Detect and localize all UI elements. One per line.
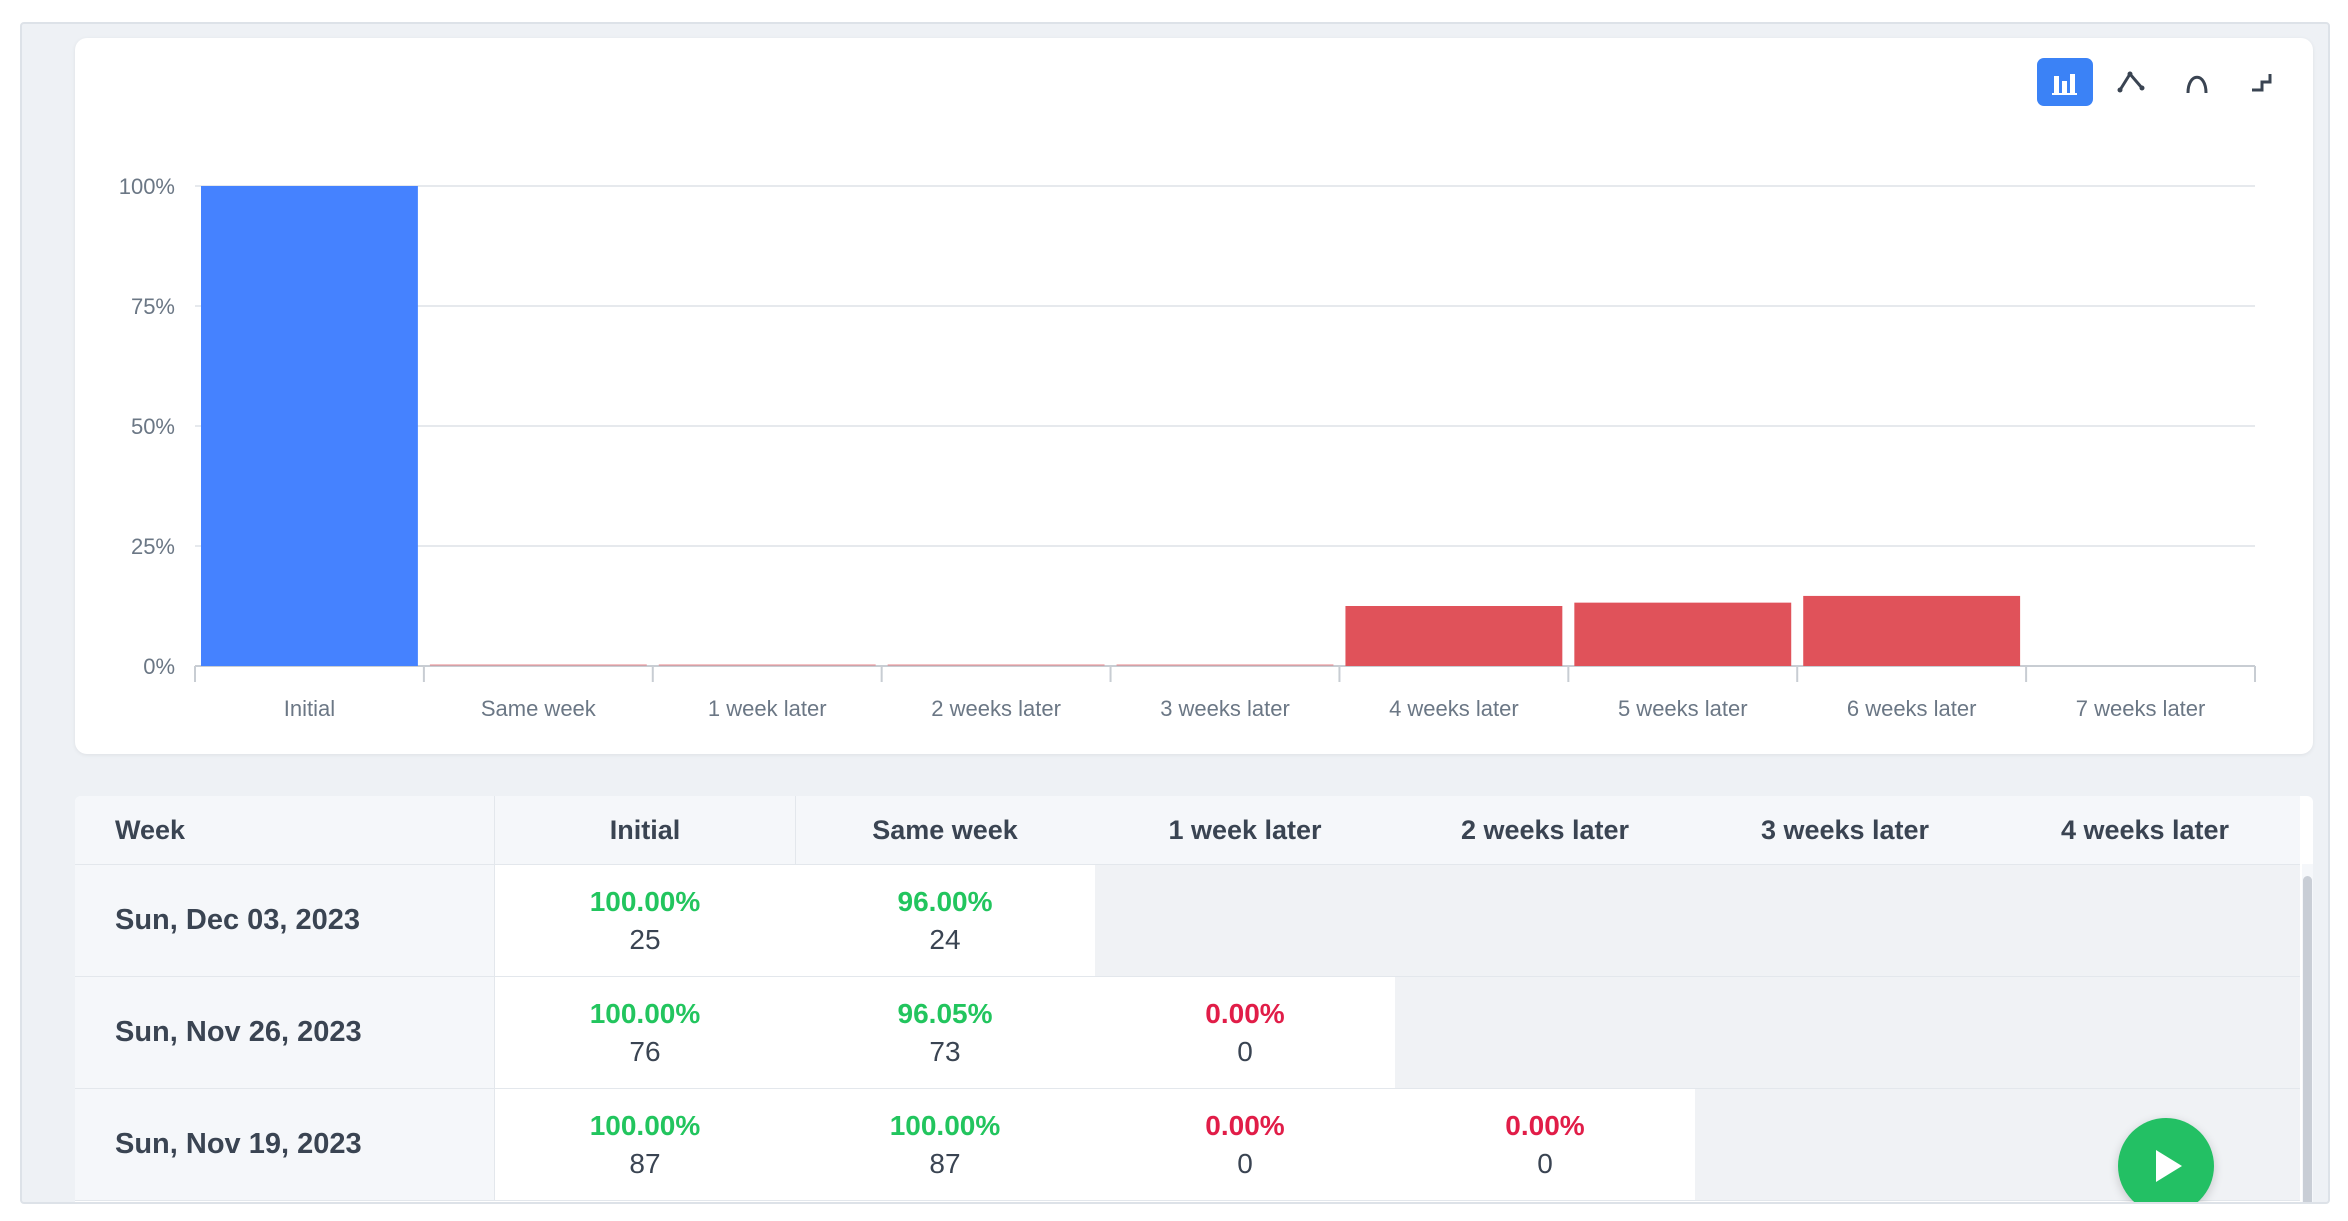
column-header-1-week-later: 1 week later: [1168, 814, 1322, 845]
y-tick-label: 25%: [131, 534, 175, 559]
retention-percentage: 0.00%: [1205, 997, 1285, 1029]
retention-cell[interactable]: 100.00% 25: [495, 865, 796, 976]
x-tick-label: 1 week later: [708, 696, 827, 721]
curve-chart-icon: [2186, 75, 2208, 94]
retention-cell[interactable]: 96.05% 73: [795, 977, 1095, 1088]
retention-count: 87: [629, 1147, 661, 1179]
x-tick-label: 5 weeks later: [1618, 696, 1748, 721]
column-header-week: Week: [75, 796, 495, 864]
x-tick-label: 4 weeks later: [1389, 696, 1519, 721]
retention-count: 0: [1237, 1147, 1253, 1179]
column-header-3-weeks-later: 3 weeks later: [1760, 814, 1930, 845]
retention-percentage: 96.05%: [897, 997, 993, 1029]
column-header-4-weeks-later: 4 weeks later: [2060, 814, 2230, 845]
bar: [201, 186, 418, 666]
retention-percentage: 100.00%: [889, 1109, 1001, 1141]
y-tick-label: 0%: [143, 654, 175, 679]
table-row: Sun, Nov 19, 2023 100.00% 87 100.00% 87 …: [75, 1089, 2300, 1201]
week-date: Sun, Dec 03, 2023: [115, 904, 361, 936]
retention-percentage: 96.00%: [897, 885, 993, 917]
line-chart-icon: [2117, 71, 2145, 93]
curve-chart-toggle[interactable]: [2169, 58, 2225, 106]
bar: [1803, 595, 2021, 666]
play-icon: [2156, 1150, 2182, 1182]
bar-chart-icon: [2052, 74, 2077, 95]
y-tick-label: 100%: [119, 174, 175, 199]
retention-percentage: 0.00%: [1205, 1109, 1285, 1141]
retention-cell[interactable]: 100.00% 76: [495, 977, 796, 1088]
retention-cell[interactable]: 0.00% 0: [1395, 1089, 1695, 1200]
step-chart-toggle[interactable]: [2235, 58, 2291, 106]
retention-percentage: 0.00%: [1505, 1109, 1585, 1141]
retention-cell[interactable]: 100.00% 87: [495, 1089, 796, 1200]
retention-count: 0: [1237, 1035, 1253, 1067]
x-tick-label: 3 weeks later: [1160, 696, 1290, 721]
row-week-cell: Sun, Dec 03, 2023: [75, 865, 495, 976]
table-scrollbar-thumb[interactable]: [2303, 876, 2312, 1202]
retention-cell[interactable]: 100.00% 87: [795, 1089, 1095, 1200]
row-week-cell: Sun, Nov 19, 2023: [75, 1089, 495, 1200]
retention-count: 25: [629, 923, 661, 955]
bar: [1345, 606, 1563, 666]
retention-chart-card: 0% 25% 50% 75% 100% Initial Same week 1 week la…: [75, 38, 2313, 754]
table-row: Sun, Nov 26, 2023 100.00% 76 96.05% 73 0…: [75, 977, 2300, 1089]
week-date: Sun, Nov 26, 2023: [115, 1016, 362, 1048]
retention-cell[interactable]: 96.00% 24: [795, 865, 1095, 976]
retention-cell[interactable]: 0.00% 0: [1095, 977, 1395, 1088]
chart-type-toggle: [2037, 58, 2291, 106]
y-tick-label: 75%: [131, 294, 175, 319]
bar: [1574, 602, 1792, 666]
retention-percentage: 100.00%: [589, 1109, 701, 1141]
app-frame: 0% 25% 50% 75% 100% Initial Same week 1 week la…: [20, 22, 2330, 1204]
retention-percentage: 100.00%: [589, 997, 701, 1029]
retention-count: 87: [929, 1147, 961, 1179]
line-chart-toggle[interactable]: [2103, 58, 2159, 106]
x-tick-label: 2 weeks later: [931, 696, 1061, 721]
x-tick-label: 7 weeks later: [2076, 696, 2206, 721]
x-tick-label: Same week: [481, 696, 597, 721]
bar-chart-toggle[interactable]: [2037, 58, 2093, 106]
x-tick-label: 6 weeks later: [1847, 696, 1977, 721]
retention-count: 0: [1537, 1147, 1553, 1179]
retention-count: 73: [929, 1035, 961, 1067]
y-tick-label: 50%: [131, 414, 175, 439]
retention-table: Week Initial Same week 1 week later 2 we…: [75, 796, 2313, 1202]
x-tick-label: Initial: [284, 696, 335, 721]
column-header-same-week: Same week: [872, 814, 1018, 845]
retention-percentage: 100.00%: [589, 885, 701, 917]
retention-count: 24: [929, 923, 961, 955]
column-header-2-weeks-later: 2 weeks later: [1460, 814, 1630, 845]
table-row: Sun, Dec 03, 2023 100.00% 25 96.00% 24: [75, 865, 2300, 977]
play-button[interactable]: [2118, 1118, 2214, 1202]
retention-cell[interactable]: 0.00% 0: [1095, 1089, 1395, 1200]
week-date: Sun, Nov 19, 2023: [115, 1128, 362, 1160]
table-header: Week Initial Same week 1 week later 2 we…: [75, 796, 2300, 865]
retention-count: 76: [629, 1035, 661, 1067]
row-week-cell: Sun, Nov 26, 2023: [75, 977, 495, 1088]
column-header-initial: Initial: [495, 796, 796, 864]
step-chart-icon: [2252, 74, 2272, 92]
retention-bar-chart: 0% 25% 50% 75% 100% Initial Same week 1 week la…: [119, 174, 2256, 721]
